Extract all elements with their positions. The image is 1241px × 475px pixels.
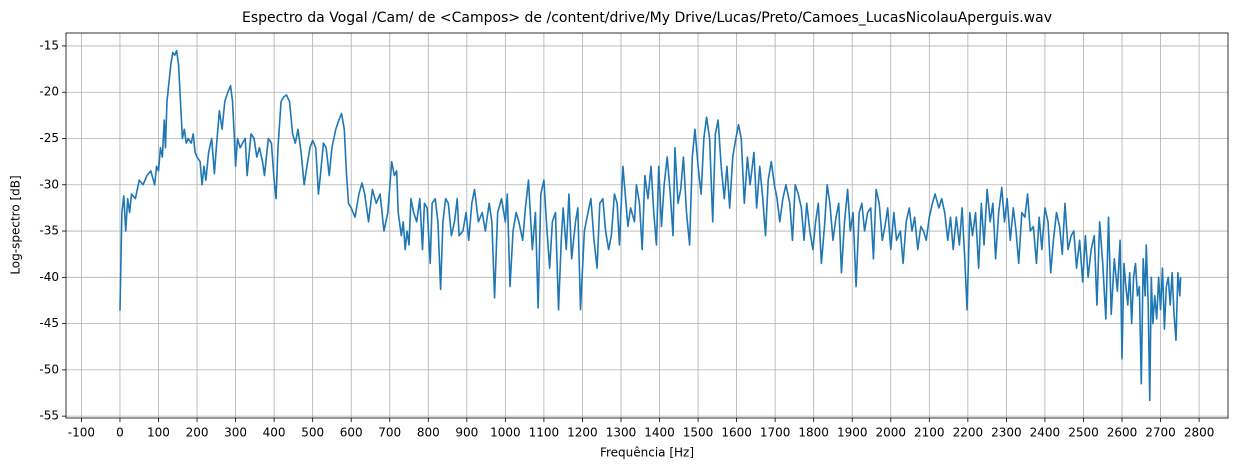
x-axis-label: Frequência [Hz] [600, 446, 694, 460]
x-tick-label: 300 [224, 426, 247, 440]
x-tick-label: 200 [186, 426, 209, 440]
x-tick-label: 2400 [1030, 426, 1061, 440]
y-tick-label: -30 [39, 177, 59, 191]
x-tick-label: 2200 [953, 426, 984, 440]
x-tick-label: 2700 [1145, 426, 1176, 440]
x-tick-label: 1600 [721, 426, 752, 440]
x-tick-label: 1500 [683, 426, 714, 440]
x-tick-label: 2600 [1107, 426, 1138, 440]
x-tick-label: 700 [378, 426, 401, 440]
x-tick-label: 0 [116, 426, 124, 440]
data-line [119, 49, 1182, 402]
y-tick-label: -45 [39, 316, 59, 330]
y-tick-label: -50 [39, 362, 59, 376]
y-tick-label: -35 [39, 224, 59, 238]
x-tick-label: 2500 [1068, 426, 1099, 440]
x-tick-label: 1100 [529, 426, 560, 440]
x-tick-label: 800 [417, 426, 440, 440]
x-tick-label: 400 [263, 426, 286, 440]
x-tick-label: 1900 [837, 426, 868, 440]
x-tick-label: 1000 [490, 426, 521, 440]
x-tick-label: 2800 [1184, 426, 1215, 440]
x-tick-label: 1700 [760, 426, 791, 440]
x-tick-label: 1300 [606, 426, 637, 440]
x-tick-label: -100 [68, 426, 95, 440]
y-tick-label: -25 [39, 131, 59, 145]
y-axis-label: Log-spectro [dB] [9, 175, 23, 274]
x-tick-label: 2300 [991, 426, 1022, 440]
x-tick-label: 600 [340, 426, 363, 440]
x-tick-label: 1400 [644, 426, 675, 440]
y-tick-label: -15 [39, 38, 59, 52]
x-tick-label: 1200 [567, 426, 598, 440]
chart-title: Espectro da Vogal /Cam/ de <Campos> de /… [242, 10, 1052, 26]
x-tick-label: 100 [147, 426, 170, 440]
x-tick-label: 500 [301, 426, 324, 440]
x-tick-label: 900 [455, 426, 478, 440]
y-tick-label: -55 [39, 409, 59, 423]
x-tick-label: 2000 [875, 426, 906, 440]
y-tick-label: -40 [39, 270, 59, 284]
y-tick-label: -20 [39, 85, 59, 99]
plot-frame [65, 32, 1229, 419]
x-tick-label: 2100 [914, 426, 945, 440]
x-tick-label: 1800 [798, 426, 829, 440]
